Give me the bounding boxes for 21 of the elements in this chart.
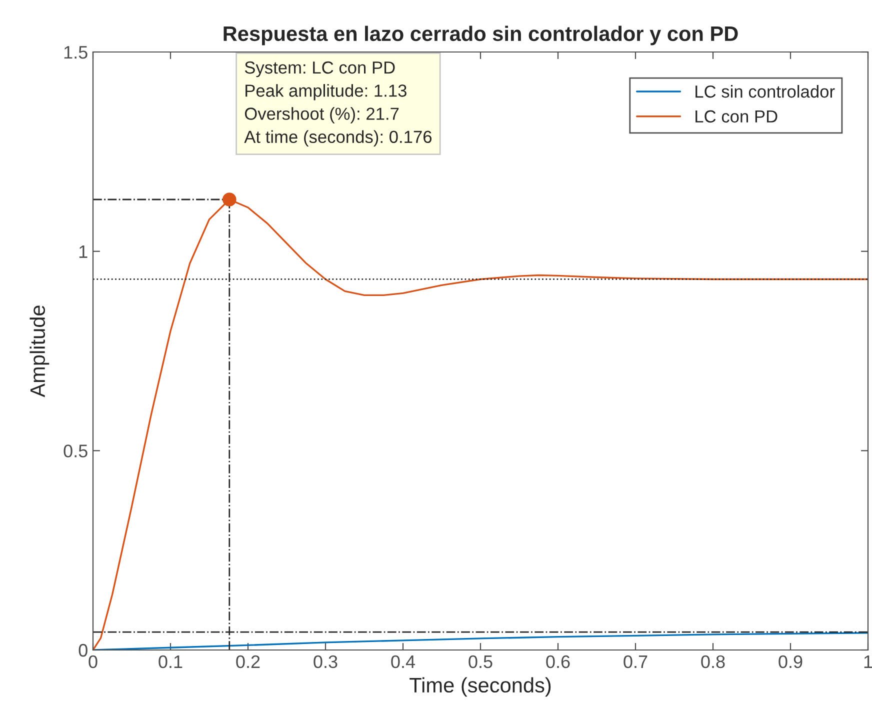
x-tick-label: 1 bbox=[864, 656, 872, 668]
y-tick-label: 0 bbox=[78, 644, 88, 657]
legend-label: LC sin controlador bbox=[696, 84, 835, 98]
y-tick-label: 1 bbox=[79, 245, 88, 258]
y-axis-title: Amplitude bbox=[30, 306, 50, 398]
y-tick-label: 1.5 bbox=[64, 46, 88, 59]
legend-label: LC con PD bbox=[696, 110, 778, 123]
x-tick-label: 0.3 bbox=[314, 655, 338, 668]
x-tick-label: 0.4 bbox=[391, 655, 416, 668]
annotation: System: LC con PD Peak amplitude: 1.13 Overshoot (%): 21.7 At time (seconds): 0.176 bbox=[244, 61, 432, 146]
x-tick-label: 0.6 bbox=[546, 655, 570, 668]
chart-title: Respuesta en lazo cerrado sin controlador y con PD bbox=[224, 26, 738, 46]
x-tick-label: 0 bbox=[88, 655, 98, 668]
x-tick-label: 0.7 bbox=[624, 655, 648, 668]
x-tick-label: 0.1 bbox=[158, 655, 182, 668]
x-axis-title: Time (seconds) bbox=[410, 677, 551, 697]
x-tick-label: 0.8 bbox=[701, 655, 725, 668]
x-tick-label: 0.5 bbox=[468, 655, 492, 668]
y-tick-label: 0.5 bbox=[64, 444, 88, 458]
x-tick-label: 0.2 bbox=[236, 655, 260, 668]
x-tick-label: 0.9 bbox=[778, 655, 802, 668]
